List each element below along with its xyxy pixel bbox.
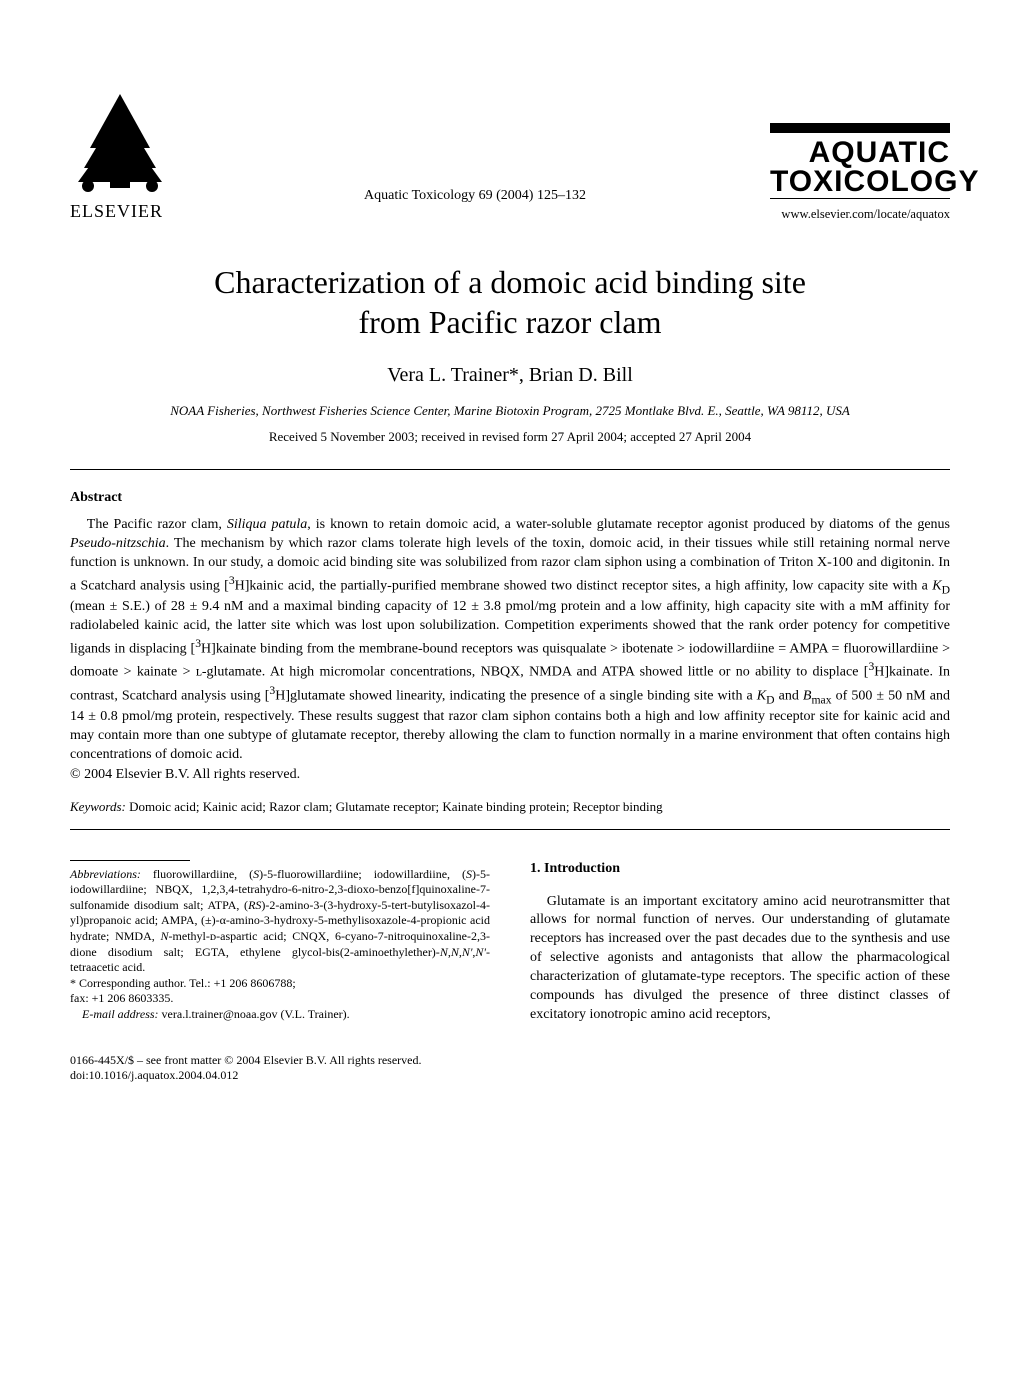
two-column-region: Abbreviations: fluorowillardiine, (S)-5-… [70, 860, 950, 1025]
front-matter: 0166-445X/$ – see front matter © 2004 El… [70, 1053, 950, 1083]
header-row: ELSEVIER Aquatic Toxicology 69 (2004) 12… [70, 90, 950, 222]
email-footnote: E-mail address: vera.l.trainer@noaa.gov … [70, 1007, 490, 1023]
keywords-label: Keywords: [70, 799, 126, 814]
authors: Vera L. Trainer*, Brian D. Bill [70, 364, 950, 387]
journal-citation: Aquatic Toxicology 69 (2004) 125–132 [180, 188, 770, 222]
keywords-text: Domoic acid; Kainic acid; Razor clam; Gl… [126, 799, 663, 814]
front-matter-line1: 0166-445X/$ – see front matter © 2004 El… [70, 1053, 950, 1068]
journal-name-line2: TOXICOLOGY [770, 168, 950, 197]
journal-name-line1: AQUATIC [770, 139, 950, 168]
title-line2: from Pacific razor clam [359, 304, 662, 340]
article-dates: Received 5 November 2003; received in re… [70, 429, 950, 445]
corresponding-author-footnote: * Corresponding author. Tel.: +1 206 860… [70, 976, 490, 992]
front-matter-line2: doi:10.1016/j.aquatox.2004.04.012 [70, 1068, 950, 1083]
rule-top [70, 469, 950, 470]
introduction-body: Glutamate is an important excitatory ami… [530, 893, 950, 1025]
journal-url: www.elsevier.com/locate/aquatox [770, 207, 950, 222]
introduction-heading: 1. Introduction [530, 860, 950, 879]
left-column: Abbreviations: fluorowillardiine, (S)-5-… [70, 860, 490, 1025]
journal-logo-bar [770, 123, 950, 133]
abstract-heading: Abstract [70, 490, 950, 506]
article-title: Characterization of a domoic acid bindin… [70, 262, 950, 342]
publisher-name: ELSEVIER [70, 201, 180, 222]
title-line1: Characterization of a domoic acid bindin… [214, 264, 806, 300]
rule-bottom [70, 829, 950, 830]
keywords: Keywords: Domoic acid; Kainic acid; Razo… [70, 799, 950, 815]
affiliation: NOAA Fisheries, Northwest Fisheries Scie… [70, 403, 950, 419]
copyright: © 2004 Elsevier B.V. All rights reserved… [70, 767, 950, 783]
right-column: 1. Introduction Glutamate is an importan… [530, 860, 950, 1025]
journal-logo: AQUATIC TOXICOLOGY www.elsevier.com/loca… [770, 123, 950, 222]
abbreviations-footnote: Abbreviations: fluorowillardiine, (S)-5-… [70, 867, 490, 976]
footnote-rule [70, 860, 190, 861]
fax-footnote: fax: +1 206 8603335. [70, 991, 490, 1007]
abstract-body: The Pacific razor clam, Siliqua patula, … [70, 516, 950, 765]
elsevier-logo: ELSEVIER [70, 90, 180, 222]
